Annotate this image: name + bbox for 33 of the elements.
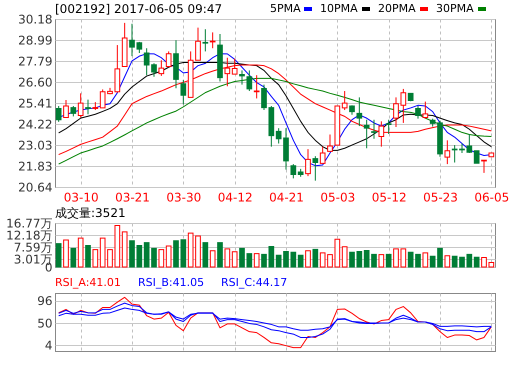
y-tick-label: 12.18万 <box>6 228 52 243</box>
y-tick-label: 30.18 <box>18 12 52 26</box>
y-tick-label: 4 <box>44 338 52 353</box>
chart-title: 成交量:3521 <box>55 206 126 220</box>
x-tick-label: 04-21 <box>269 190 304 204</box>
y-tick-label: 24.22 <box>18 117 52 132</box>
x-tick-label: 03-10 <box>64 190 99 204</box>
x-tick-label: 05-03 <box>320 190 356 204</box>
series-label: RSI_B:41.05 <box>138 276 204 289</box>
y-tick-label: 28.99 <box>18 33 52 48</box>
chart-title: [002192] 2017-06-05 09:47 <box>55 2 222 16</box>
x-tick-label: 05-12 <box>372 190 407 204</box>
legend-label: 20PMA <box>378 2 416 15</box>
x-tick-label: 03-30 <box>166 190 202 204</box>
y-tick-label: 7.59万 <box>14 240 52 255</box>
text: RSI_C:44.17 <box>221 276 288 289</box>
legend-label: 10PMA <box>320 2 358 15</box>
x-tick-label: 03-21 <box>115 190 150 204</box>
series-label: RSI_A:41.01 <box>55 276 121 289</box>
y-tick-label: 23.03 <box>18 138 52 152</box>
legend-label: 30PMA <box>436 2 474 15</box>
legend-label: 5PMA <box>270 2 302 15</box>
x-tick-label: 05-23 <box>423 190 458 204</box>
y-tick-label: 96 <box>37 294 52 308</box>
y-tick-label: 25.41 <box>18 96 52 110</box>
x-tick-label: 06-05 <box>474 190 510 204</box>
y-tick-label: 27.79 <box>18 54 52 69</box>
y-tick-label: 21.83 <box>18 160 52 174</box>
x-tick-label: 04-12 <box>218 190 253 204</box>
y-tick-label: 16.77万 <box>6 216 52 230</box>
y-tick-label: 26.60 <box>18 76 52 90</box>
y-tick-label: 20.64 <box>18 180 52 194</box>
y-tick-label: 50 <box>37 316 52 330</box>
